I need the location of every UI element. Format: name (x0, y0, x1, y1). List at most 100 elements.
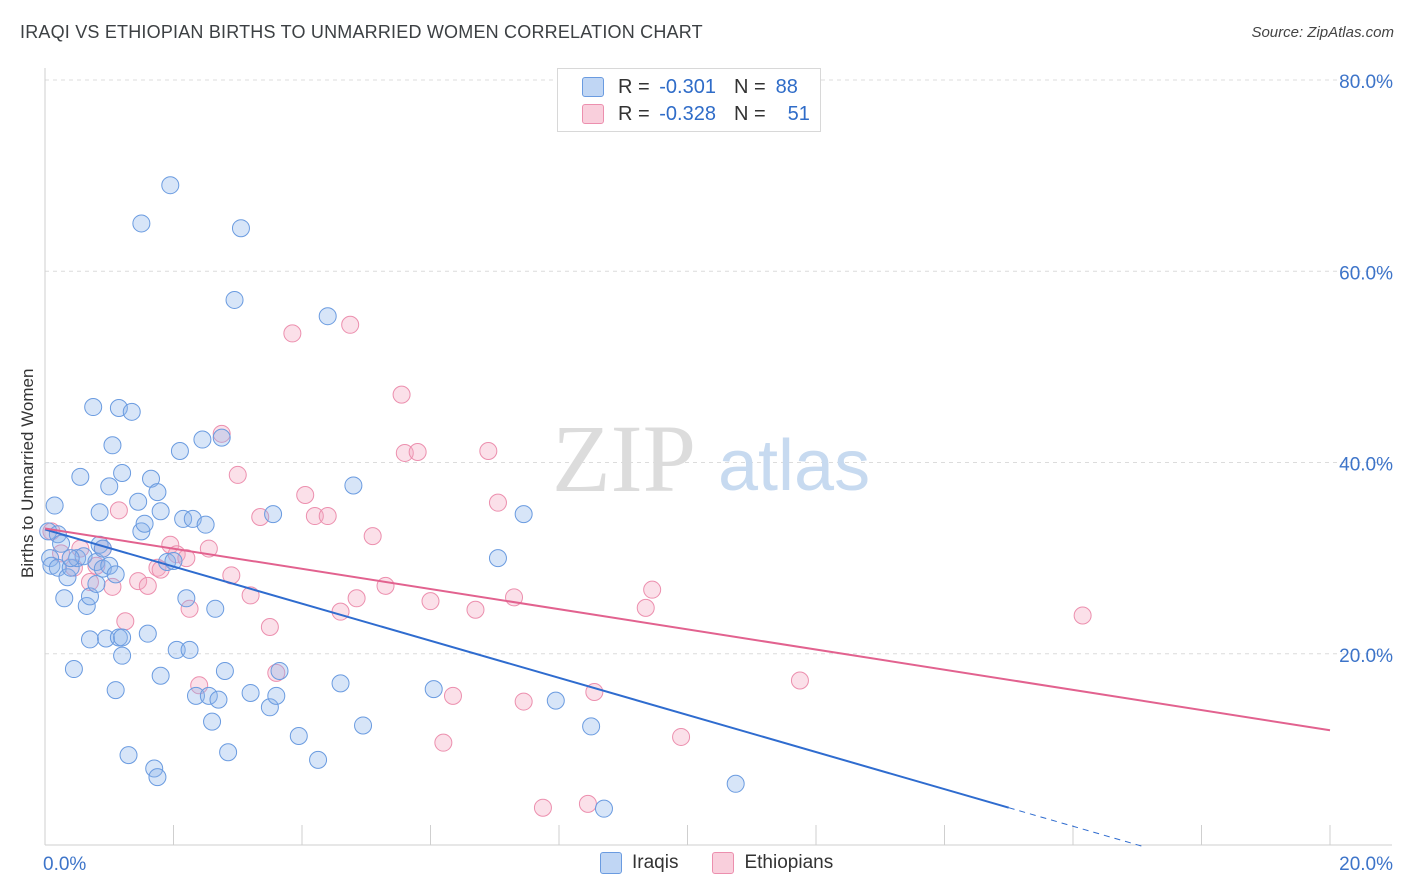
iraqis-point-72 (267, 686, 286, 705)
iraqis-point-60 (199, 686, 218, 705)
iraqis-point-76 (318, 307, 337, 326)
iraqis-point-21 (90, 503, 109, 522)
legend-row-ethiopians: R = -0.328 N = 51 (582, 102, 810, 126)
iraqis-point-35 (119, 746, 138, 765)
iraqis-point-52 (170, 442, 189, 461)
iraqis-point-1 (41, 549, 60, 568)
iraqis-point-70 (260, 698, 279, 717)
iraqis-point-40 (135, 514, 154, 533)
bottom-legend-label-iraqis: Iraqis (632, 852, 679, 873)
ethiopians-point-39 (421, 592, 440, 611)
ethiopians-point-46 (514, 692, 533, 711)
y-tick-label-40: 40.0% (1339, 455, 1393, 476)
iraqis-point-54 (177, 589, 196, 608)
ethiopians-point-26 (267, 663, 286, 682)
iraqis-points (39, 176, 745, 818)
axes (44, 68, 1392, 846)
ethiopians-point-48 (578, 794, 597, 813)
ethiopians-point-51 (643, 580, 662, 599)
watermark-atlas: atlas (718, 426, 870, 506)
ethiopians-point-32 (341, 315, 360, 334)
ethiopians-point-10 (129, 572, 148, 591)
iraqis-trend-line (44, 528, 1010, 809)
legend: R = -0.301 N = 88 R = -0.328 N = 51 (557, 68, 821, 132)
ethiopians-point-31 (331, 602, 350, 621)
iraqis-point-66 (219, 743, 238, 762)
legend-r-label: R = (618, 75, 650, 98)
ethiopians-point-35 (376, 576, 395, 595)
iraqis-point-83 (546, 691, 565, 710)
iraqis-point-55 (180, 640, 199, 659)
iraqis-point-24 (97, 629, 116, 648)
ethiopians-point-41 (443, 686, 462, 705)
iraqis-point-34 (113, 464, 132, 483)
iraqis-point-78 (344, 476, 363, 495)
ethiopians-point-53 (790, 671, 809, 690)
iraqis-point-77 (331, 674, 350, 693)
iraqis-point-47 (151, 502, 170, 521)
ethiopians-point-25 (260, 617, 279, 636)
iraqis-point-85 (594, 799, 613, 818)
ethiopians-point-54 (1073, 606, 1092, 625)
chart-source: Source: ZipAtlas.com (1251, 24, 1394, 41)
iraqis-point-37 (129, 492, 148, 511)
iraqis-point-44 (148, 483, 167, 502)
iraqis-point-71 (264, 505, 283, 524)
y-tick-label-60: 60.0% (1339, 263, 1393, 284)
watermark-zip: ZIP (552, 405, 696, 512)
ethiopians-point-47 (533, 798, 552, 817)
ethiopians-point-40 (434, 733, 453, 752)
ethiopians-point-28 (296, 486, 315, 505)
iraqis-point-11 (68, 549, 87, 568)
y-tick-label-80: 80.0% (1339, 72, 1393, 93)
bottom-legend: Iraqis Ethiopians (600, 852, 867, 874)
bottom-legend-ethiopians: Ethiopians (712, 852, 833, 874)
iraqis-point-33 (113, 646, 132, 665)
ethiopians-point-30 (318, 507, 337, 526)
iraqis-point-58 (193, 430, 212, 449)
iraqis-point-12 (71, 467, 90, 486)
ethiopians-points (42, 315, 1092, 817)
ethiopians-point-34 (363, 527, 382, 546)
iraqis-point-59 (196, 515, 215, 534)
ethiopians-point-38 (408, 442, 427, 461)
legend-row-iraqis: R = -0.301 N = 88 (582, 75, 798, 99)
iraqis-point-26 (100, 477, 119, 496)
iraqis-point-8 (58, 568, 77, 587)
legend-swatch-iraqis (582, 77, 604, 97)
iraqis-point-65 (215, 661, 234, 680)
iraqis-point-75 (309, 750, 328, 769)
ethiopians-point-11 (138, 576, 157, 595)
iraqis-point-87 (61, 549, 80, 568)
legend-r-ethiopians: -0.328 (659, 102, 716, 125)
iraqis-point-14 (77, 596, 96, 615)
ethiopians-point-13 (151, 560, 170, 579)
iraqis-point-16 (80, 630, 99, 649)
iraqis-point-5 (48, 558, 67, 577)
y-tick-label-20: 20.0% (1339, 646, 1393, 667)
iraqis-point-74 (289, 726, 308, 745)
iraqis-point-28 (106, 565, 125, 584)
iraqis-point-49 (161, 176, 180, 195)
iraqis-point-46 (151, 666, 170, 685)
x-tick-label-min: 0.0% (43, 854, 86, 875)
iraqis-point-27 (103, 436, 122, 455)
bottom-legend-swatch-ethiopians (712, 852, 735, 874)
iraqis-point-61 (203, 712, 222, 731)
ethiopians-point-20 (212, 424, 231, 443)
iraqis-point-41 (138, 624, 157, 643)
iraqis-point-9 (61, 558, 80, 577)
iraqis-trend-extension (1008, 807, 1144, 848)
iraqis-point-39 (132, 214, 151, 233)
iraqis-point-62 (206, 599, 225, 618)
iraqis-point-57 (186, 686, 205, 705)
ethiopians-trend-line (44, 527, 1331, 732)
legend-swatch-ethiopians (582, 104, 604, 124)
ethiopians-point-33 (347, 589, 366, 608)
ethiopians-point-43 (479, 442, 498, 461)
iraqis-point-68 (231, 219, 250, 238)
iraqis-point-7 (55, 589, 74, 608)
iraqis-point-80 (424, 680, 443, 699)
iraqis-point-29 (106, 681, 125, 700)
